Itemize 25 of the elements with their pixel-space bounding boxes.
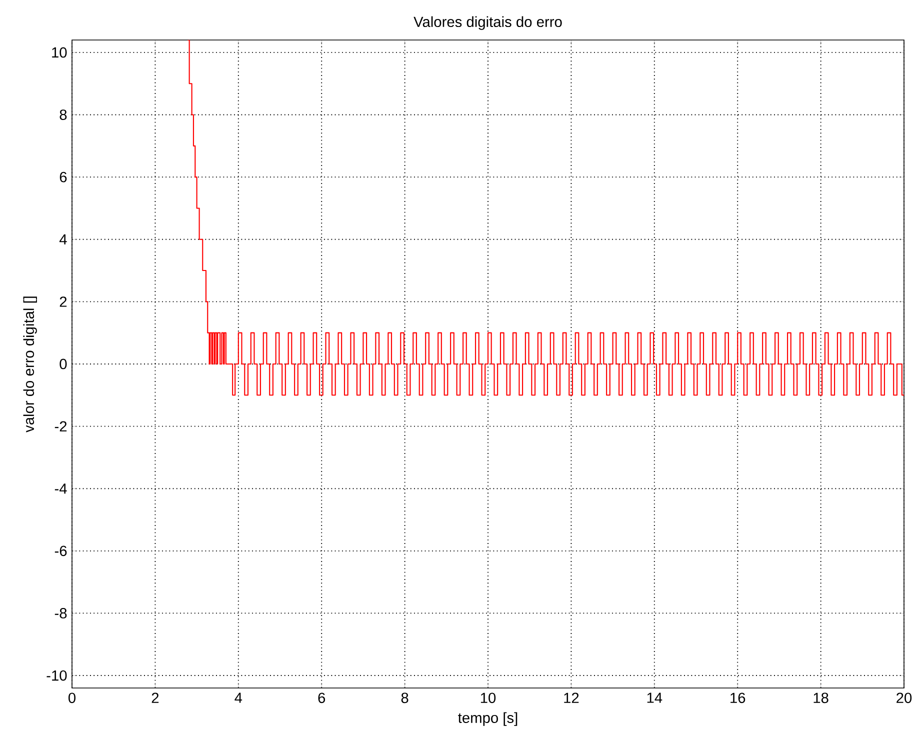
chart-title: Valores digitais do erro [414, 16, 562, 30]
y-tick-label: -6 [54, 546, 67, 556]
y-tick-label: 8 [60, 110, 67, 120]
y-tick-label: 2 [60, 296, 67, 307]
x-tick-label: 10 [480, 692, 496, 704]
x-axis-title: tempo [s] [458, 712, 518, 726]
x-tick-label: 20 [896, 692, 912, 704]
x-tick-label: 4 [234, 692, 242, 703]
y-tick-label: -4 [54, 484, 67, 494]
x-tick-label: 18 [814, 692, 828, 704]
y-tick-label: -10 [46, 670, 67, 681]
y-tick-label: -2 [54, 421, 67, 432]
y-axis-title: valor do erro digital [] [23, 296, 37, 432]
y-tick-label: 4 [59, 234, 67, 244]
x-tick-label: 16 [730, 692, 746, 704]
x-tick-label: 6 [318, 692, 326, 704]
y-tick-label: 6 [60, 172, 67, 182]
y-tick-label: 0 [60, 358, 67, 370]
x-tick-label: 8 [401, 692, 408, 704]
y-tick-label: 10 [52, 47, 67, 58]
x-tick-label: 12 [564, 692, 579, 703]
x-tick-label: 2 [152, 692, 159, 703]
y-tick-label: -8 [54, 608, 67, 618]
x-tick-label: 0 [68, 692, 76, 704]
x-tick-label: 14 [647, 692, 662, 703]
